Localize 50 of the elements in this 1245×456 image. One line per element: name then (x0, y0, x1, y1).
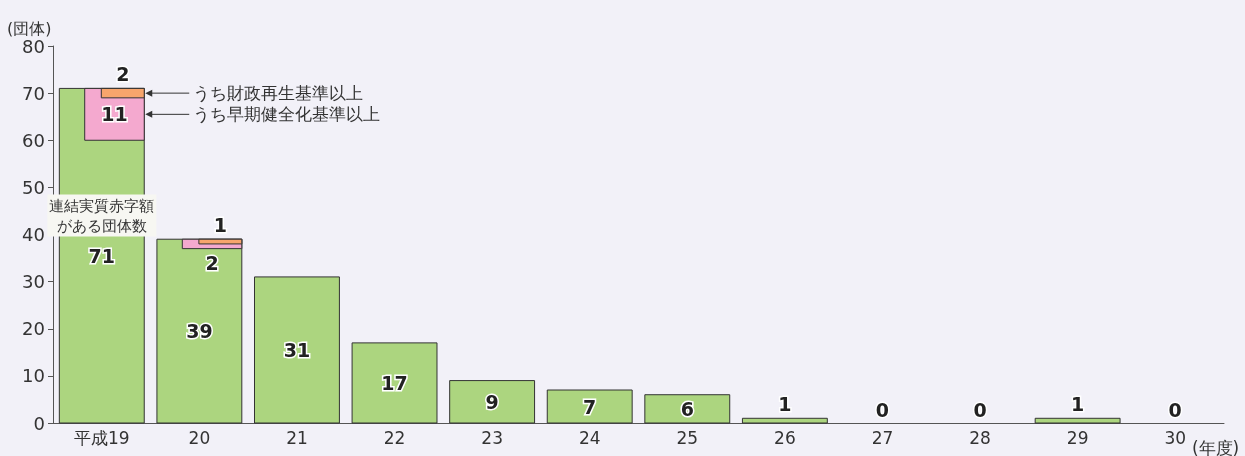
legend-label: うち早期健全化基準以上 (193, 104, 381, 125)
data-label: 1 (778, 393, 792, 416)
x-tick-label: 21 (286, 427, 308, 448)
data-label: 0 (1168, 398, 1182, 421)
bar (741, 417, 828, 424)
bar (1034, 417, 1121, 424)
x-tick-label: 26 (774, 427, 796, 448)
y-tick-label: 50 (22, 176, 45, 198)
bar (156, 238, 243, 424)
x-tick-label: 25 (676, 427, 699, 448)
x-axis-title: (年度) (1191, 437, 1240, 456)
data-label: 1 (1071, 393, 1085, 416)
data-label: 0 (973, 398, 987, 421)
data-label: 9 (485, 390, 499, 413)
legend-label: うち財政再生基準以上 (193, 83, 364, 104)
data-label: 1 (213, 214, 227, 237)
y-tick-label: 70 (22, 82, 45, 104)
y-tick-label: 0 (33, 412, 45, 434)
x-tick-label: 28 (969, 427, 991, 448)
data-label: 11 (101, 103, 128, 126)
bar (254, 276, 340, 424)
data-label: 6 (680, 397, 694, 420)
data-label: 2 (205, 251, 219, 274)
y-tick-label: 80 (22, 35, 45, 57)
data-label: 0 (875, 398, 890, 421)
y-tick-label: 10 (22, 365, 45, 387)
bar (546, 389, 633, 424)
bar (644, 394, 731, 424)
x-tick-label: 30 (1164, 427, 1187, 448)
bar (351, 342, 438, 424)
x-tick-label: 29 (1066, 427, 1089, 448)
data-label: 2 (116, 63, 130, 86)
x-tick-label: 20 (188, 427, 211, 448)
x-tick-label: 23 (481, 427, 503, 448)
data-label: 7 (583, 395, 597, 418)
data-label: 71 (88, 244, 116, 267)
x-tick-label: 24 (578, 427, 601, 448)
x-tick-label: 22 (383, 427, 406, 448)
bar (449, 380, 536, 424)
y-tick-label: 20 (22, 318, 45, 340)
y-axis-title: (団体) (7, 18, 52, 38)
y-tick-label: 40 (22, 224, 45, 245)
data-label: 31 (283, 338, 311, 361)
y-tick-label: 60 (22, 129, 45, 151)
data-label: 39 (186, 320, 213, 343)
y-tick-label: 30 (22, 271, 45, 293)
series-label: 連結実質赤字額がある団体数 (49, 196, 155, 235)
x-tick-label: 27 (871, 427, 894, 448)
x-tick-label: 平成19 (73, 427, 130, 448)
data-label: 17 (381, 371, 408, 394)
